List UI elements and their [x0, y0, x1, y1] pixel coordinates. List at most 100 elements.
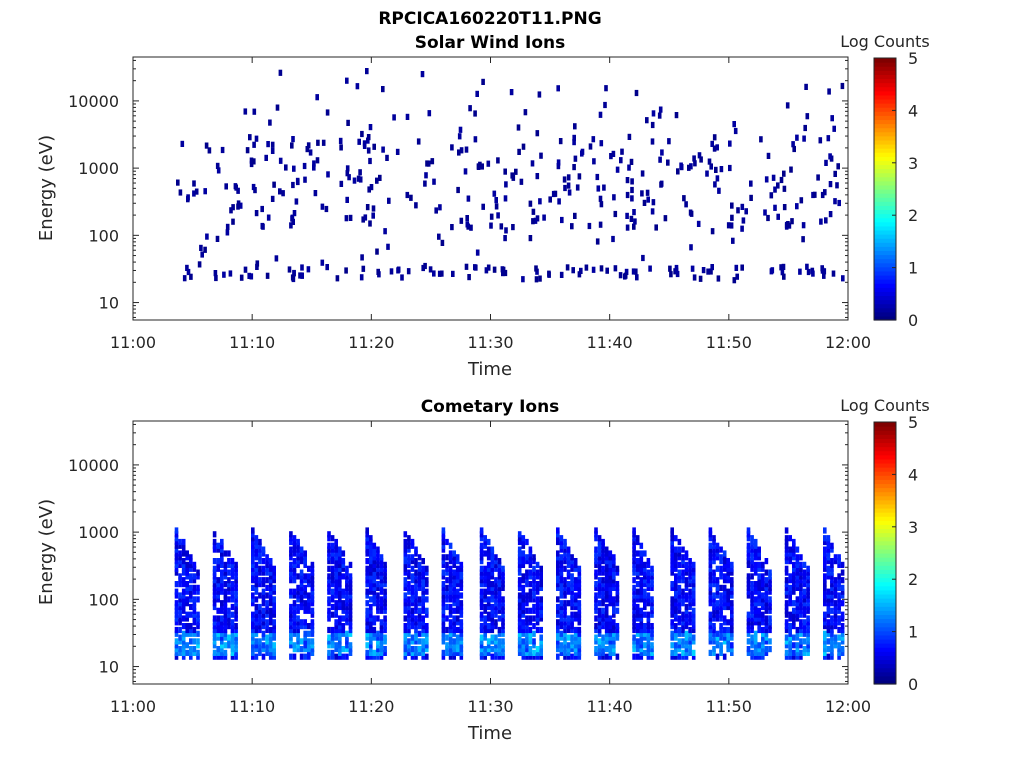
heatmap-cell [604, 615, 609, 622]
heatmap-cell [521, 554, 526, 561]
heatmap-cell [764, 569, 769, 576]
heatmap-cell [459, 607, 464, 614]
heatmap-cell [681, 573, 685, 580]
heatmap-cell [338, 630, 342, 637]
heatmap-cell [689, 244, 693, 251]
heatmap-cell [573, 584, 578, 591]
heatmap-cell [802, 573, 807, 580]
heatmap-cell [559, 646, 564, 653]
heatmap-cell [376, 565, 380, 572]
heatmap-cell [338, 569, 342, 576]
colorbar-segment [874, 287, 896, 292]
heatmap-cell [604, 592, 609, 599]
heatmap-cell [341, 561, 346, 568]
heatmap-cell [497, 638, 502, 645]
heatmap-cell [635, 561, 640, 568]
heatmap-cell [254, 619, 259, 626]
heatmap-cell [632, 607, 636, 614]
heatmap-cell [604, 558, 609, 565]
heatmap-cell [234, 611, 238, 618]
heatmap-cell [338, 592, 342, 599]
heatmap-cell [684, 634, 689, 641]
heatmap-cell [632, 603, 636, 611]
heatmap-cell [691, 600, 696, 607]
heatmap-cell [691, 561, 696, 568]
heatmap-cell [802, 626, 807, 634]
heatmap-cell [517, 531, 522, 538]
heatmap-cell [826, 619, 831, 626]
colorbar-segment [874, 634, 896, 640]
heatmap-cell [556, 603, 560, 611]
heatmap-cell [494, 558, 498, 565]
heatmap-cell [185, 611, 189, 618]
heatmap-cell [570, 600, 574, 607]
heatmap-cell [615, 565, 620, 572]
heatmap-cell [501, 266, 506, 273]
heatmap-cell [372, 143, 376, 150]
heatmap-cell [840, 638, 845, 645]
heatmap-cell [788, 577, 792, 584]
heatmap-cell [307, 581, 311, 588]
heatmap-cell [556, 619, 560, 626]
heatmap-cell [306, 266, 311, 273]
colorbar-segment [874, 475, 896, 480]
heatmap-cell [566, 581, 571, 588]
heatmap-cell [292, 603, 297, 611]
heatmap-cell [573, 596, 578, 603]
heatmap-cell [425, 596, 429, 603]
heatmap-cell [795, 630, 800, 637]
heatmap-cell [715, 642, 720, 649]
heatmap-cell [639, 596, 644, 603]
heatmap-cell [379, 646, 384, 653]
heatmap-cell [823, 581, 827, 588]
heatmap-cell [455, 573, 460, 580]
heatmap-cell [272, 573, 276, 580]
heatmap-cell [479, 596, 484, 603]
heatmap-cell [192, 626, 197, 634]
heatmap-cell [577, 584, 582, 591]
heatmap-cell [563, 615, 567, 622]
heatmap-cell [750, 615, 754, 622]
heatmap-cell [670, 546, 674, 553]
heatmap-cell [492, 266, 497, 273]
heatmap-cell [619, 157, 623, 164]
heatmap-cell [784, 592, 789, 599]
heatmap-cell [611, 235, 615, 243]
heatmap-cell [174, 592, 179, 599]
heatmap-cell [687, 164, 691, 171]
heatmap-cell [458, 126, 463, 133]
heatmap-cell [292, 535, 297, 542]
heatmap-cell [369, 630, 373, 637]
heatmap-cell [528, 235, 533, 242]
heatmap-cell [639, 558, 644, 565]
heatmap-cell [278, 69, 283, 76]
heatmap-cell [726, 561, 730, 568]
heatmap-cell [761, 630, 765, 637]
heatmap-cell [761, 584, 765, 591]
heatmap-cell [417, 600, 422, 607]
heatmap-cell [403, 634, 408, 641]
heatmap-cell [338, 646, 342, 653]
heatmap-cell [688, 649, 692, 656]
heatmap-cell [251, 653, 255, 660]
heatmap-cell [831, 270, 836, 277]
heatmap-cell [407, 646, 411, 653]
heatmap-cell [615, 600, 620, 607]
heatmap-cell [715, 600, 720, 607]
heatmap-cell [753, 615, 758, 622]
heatmap-cell [427, 110, 432, 117]
heatmap-cell [296, 619, 300, 626]
heatmap-cell [440, 239, 445, 246]
heatmap-cell [525, 581, 529, 588]
heatmap-cell [268, 653, 273, 660]
heatmap-cell [719, 546, 723, 553]
colorbar-segment [874, 254, 896, 260]
heatmap-cell [830, 600, 834, 607]
heatmap-cell [249, 160, 254, 168]
heatmap-cell [572, 164, 576, 171]
heatmap-cell [826, 646, 831, 653]
heatmap-cell [577, 581, 582, 588]
heatmap-cell [490, 623, 495, 630]
heatmap-cell [459, 561, 464, 568]
heatmap-cell [270, 147, 275, 154]
